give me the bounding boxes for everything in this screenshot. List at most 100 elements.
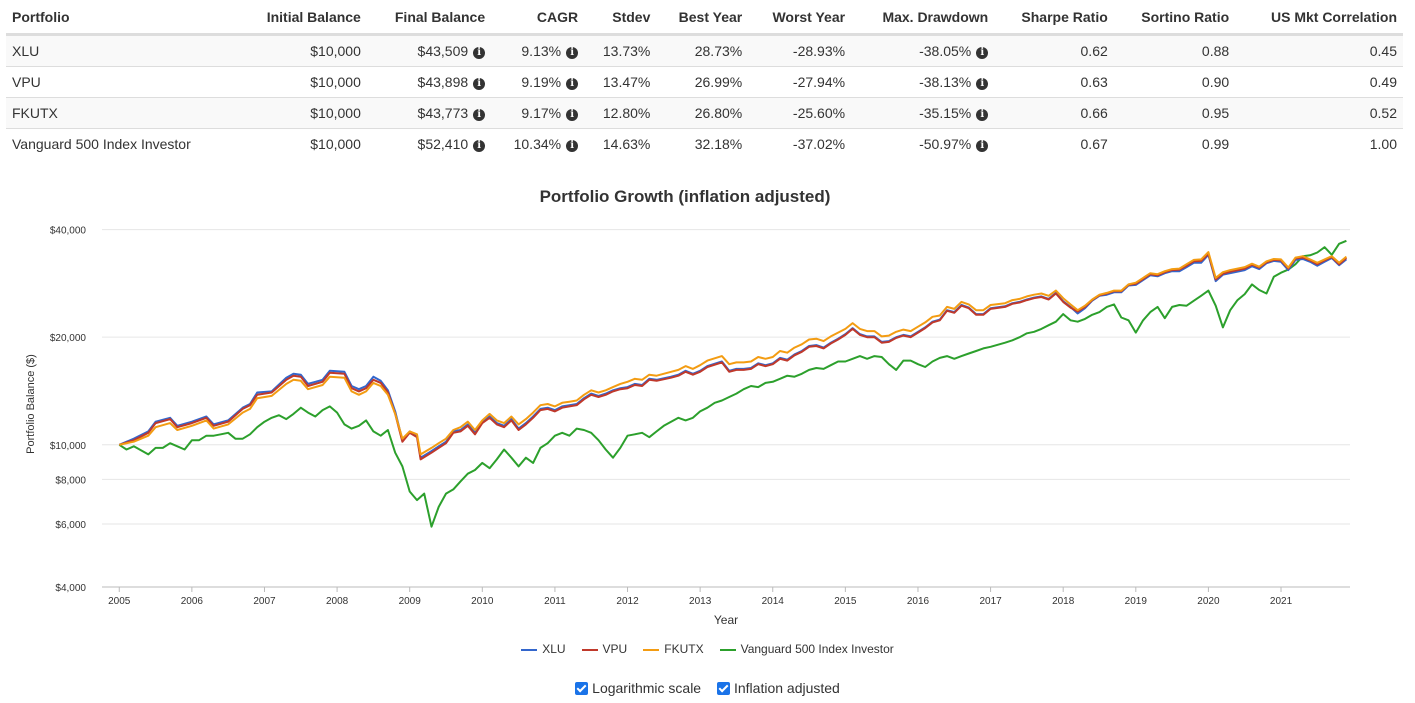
cell-value: 0.45 [1369, 43, 1397, 59]
series-line-vanguard-500-index-investor [118, 239, 1347, 528]
legend-label: Vanguard 500 Index Investor [740, 642, 894, 656]
table-row: VPU $10,000 $43,898 i 9.19% i 13.47% 26.99% -27.… [6, 66, 1403, 98]
x-tick-label: 2009 [399, 596, 422, 607]
x-tick-label: 2019 [1125, 596, 1148, 607]
chart-legend: XLU VPU FKUTX Vanguard 500 Index Investor [0, 642, 1415, 656]
cell-value: 1.00 [1369, 136, 1397, 152]
cell-sortino-ratio: 0.99 [1113, 128, 1236, 159]
cell-sharpe-ratio: 0.63 [994, 66, 1114, 98]
legend-item[interactable]: XLU [521, 642, 566, 656]
table-row: Vanguard 500 Index Investor $10,000 $52,41… [6, 128, 1403, 159]
cell-initial-balance: $10,000 [237, 34, 367, 67]
cell-sortino-ratio: 0.90 [1113, 66, 1236, 98]
cell-value: -38.05% [919, 43, 972, 59]
legend-item[interactable]: Vanguard 500 Index Investor [719, 642, 894, 656]
cell-value: 26.80% [694, 105, 743, 121]
legend-item[interactable]: VPU [581, 642, 628, 656]
cell-value: FKUTX [12, 105, 58, 121]
x-axis-label: Year [714, 613, 738, 627]
info-circle-icon[interactable]: i [473, 140, 486, 152]
cell-best-year: 26.99% [656, 66, 749, 98]
cell-initial-balance: $10,000 [237, 97, 367, 129]
cell-portfolio: Vanguard 500 Index Investor [6, 128, 238, 159]
info-circle-icon[interactable]: i [473, 109, 486, 121]
col-header-best-year: Best Year [656, 0, 749, 36]
cell-value: 0.66 [1080, 105, 1108, 121]
info-circle-icon[interactable]: i [473, 78, 486, 90]
x-tick-label: 2018 [1052, 596, 1075, 607]
y-tick-label: $8,000 [55, 475, 86, 486]
legend-label: XLU [542, 642, 566, 656]
y-axis-label: Portfolio Balance ($) [25, 354, 37, 454]
info-circle-icon[interactable]: i [566, 109, 579, 121]
chart-series [118, 239, 1348, 528]
cell-sharpe-ratio: 0.67 [994, 128, 1114, 159]
cell-sharpe-ratio: 0.62 [994, 34, 1114, 67]
cell-best-year: 28.73% [656, 34, 749, 67]
cell-value: -37.02% [792, 136, 846, 152]
x-tick-label: 2020 [1197, 596, 1220, 607]
series-line-xlu [118, 253, 1348, 459]
x-tick-label: 2017 [979, 596, 1002, 607]
info-circle-icon[interactable]: i [976, 109, 989, 121]
col-header-portfolio: Portfolio [6, 0, 238, 36]
inflation-adjusted-checkbox[interactable] [716, 682, 730, 695]
cell-value: 13.47% [602, 74, 651, 90]
inflation-adjusted-label: Inflation adjusted [733, 680, 840, 696]
cell-value: 9.13% [521, 43, 562, 59]
cell-value: 0.88 [1201, 43, 1230, 59]
legend-item[interactable]: FKUTX [643, 642, 704, 656]
col-header-final-balance: Final Balance [366, 0, 492, 36]
cell-value: $10,000 [310, 74, 361, 90]
log-scale-option[interactable]: Logarithmic scale [575, 680, 701, 696]
cell-value: 26.99% [694, 74, 743, 90]
x-tick-label: 2008 [326, 596, 349, 607]
legend-swatch [643, 648, 660, 651]
log-scale-checkbox[interactable] [575, 682, 589, 695]
cell-value: $10,000 [310, 43, 361, 59]
cell-final-balance: $43,509 i [366, 34, 492, 67]
cell-value: $10,000 [310, 105, 361, 121]
cell-best-year: 32.18% [656, 128, 749, 159]
legend-swatch [719, 648, 736, 651]
info-circle-icon[interactable]: i [566, 140, 579, 152]
cell-us-mkt-correlation: 0.45 [1235, 34, 1403, 67]
legend-label: VPU [602, 642, 628, 656]
col-header-max-drawdown: Max. Drawdown [851, 0, 995, 36]
cell-value: $43,898 [417, 74, 469, 90]
cell-value: XLU [12, 43, 40, 59]
cell-value: 9.19% [521, 74, 562, 90]
cell-value: -50.97% [919, 136, 972, 152]
cell-value: -38.13% [919, 74, 972, 90]
info-circle-icon[interactable]: i [976, 47, 989, 59]
series-line-vpu [118, 252, 1348, 461]
chart-title: Portfolio Growth (inflation adjusted) [540, 187, 831, 206]
cell-us-mkt-correlation: 0.49 [1235, 66, 1403, 98]
cell-value: $10,000 [310, 136, 361, 152]
portfolio-growth-chart: Portfolio Growth (inflation adjusted) $4… [25, 187, 1350, 627]
cell-worst-year: -37.02% [748, 128, 852, 159]
cell-initial-balance: $10,000 [237, 66, 367, 98]
info-circle-icon[interactable]: i [473, 47, 486, 59]
col-header-initial-balance: Initial Balance [237, 0, 367, 36]
cell-value: 14.63% [602, 136, 651, 152]
cell-value: 0.99 [1201, 136, 1230, 152]
col-header-us-mkt-correlation: US Mkt Correlation [1235, 0, 1403, 36]
inflation-adjusted-option[interactable]: Inflation adjusted [716, 680, 840, 696]
cell-worst-year: -27.94% [748, 66, 852, 98]
cell-value: 0.63 [1080, 74, 1108, 90]
cell-value: $52,410 [417, 136, 469, 152]
cell-cagr: 9.13% i [491, 34, 585, 67]
info-circle-icon[interactable]: i [566, 47, 579, 59]
cell-value: 10.34% [513, 136, 562, 152]
info-circle-icon[interactable]: i [566, 78, 579, 90]
cell-max-drawdown: -38.05% i [851, 34, 995, 67]
info-circle-icon[interactable]: i [976, 140, 989, 152]
cell-value: 0.67 [1080, 136, 1108, 152]
table-header-row: Portfolio Initial Balance Final Balance CAG… [6, 0, 1403, 36]
info-circle-icon[interactable]: i [976, 78, 989, 90]
log-scale-label: Logarithmic scale [592, 680, 702, 696]
cell-value: 28.73% [694, 43, 743, 59]
cell-worst-year: -25.60% [748, 97, 852, 129]
cell-value: 0.62 [1080, 43, 1108, 59]
